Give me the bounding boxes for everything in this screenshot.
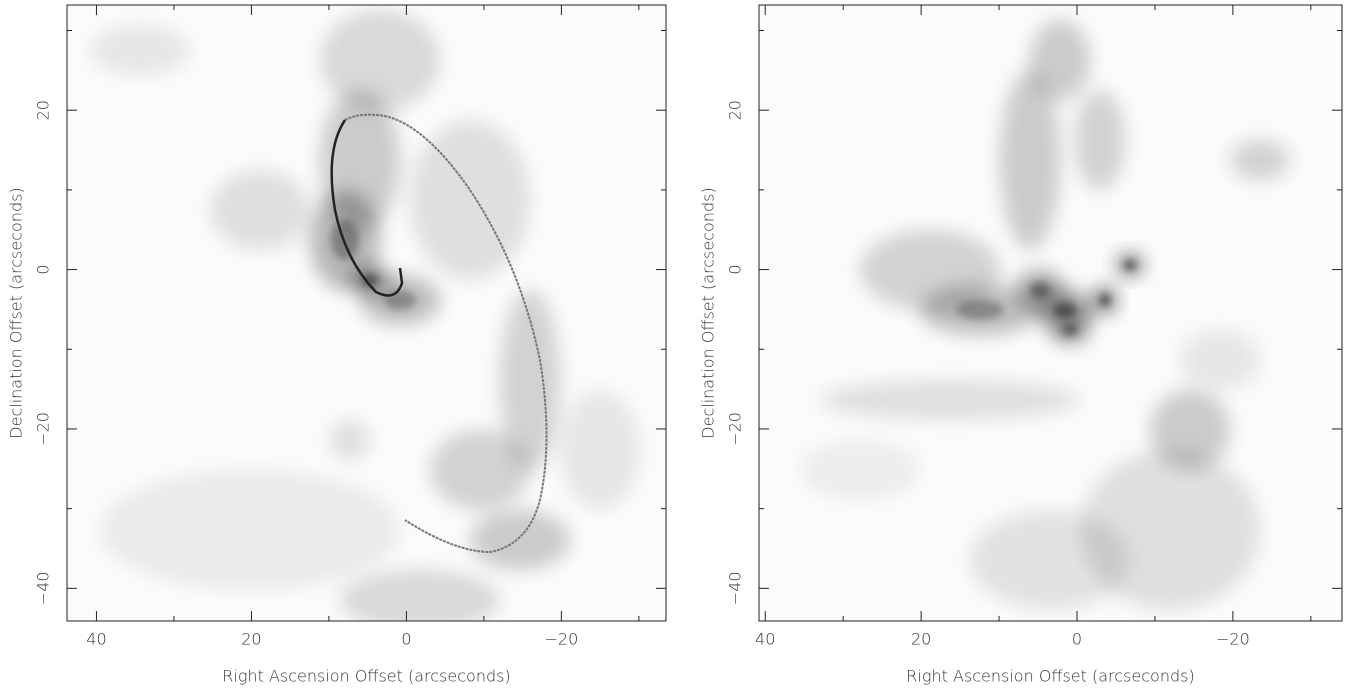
emission (100, 470, 400, 590)
x-axis-label: Right Ascension Offset (arcseconds) (906, 667, 1194, 686)
y-tick-label: 20 (726, 100, 745, 120)
emission (320, 10, 440, 110)
x-axis-label: Right Ascension Offset (arcseconds) (222, 667, 510, 686)
emission-core (956, 300, 1004, 320)
emission-core (1124, 260, 1136, 270)
y-tick-label: 20 (34, 100, 53, 120)
y-axis-label: Declination Offset (arcseconds) (699, 187, 718, 438)
emission-core (1053, 302, 1077, 318)
y-tick-label: −40 (726, 571, 745, 605)
x-tick-label: 20 (241, 630, 261, 649)
image-map (759, 5, 1342, 621)
emission (1230, 140, 1290, 180)
emission-core (1062, 324, 1078, 336)
x-tick-label: 20 (911, 630, 931, 649)
emission (410, 120, 530, 280)
emission (970, 510, 1130, 610)
emission-core (1030, 282, 1050, 298)
emission-core (1100, 294, 1110, 306)
emission-core (362, 274, 378, 286)
y-tick-label: −20 (34, 412, 53, 446)
emission (330, 420, 370, 460)
emission (1075, 90, 1125, 190)
emission (560, 390, 640, 510)
y-tick-label: −20 (726, 412, 745, 446)
x-tick-label: 0 (1072, 630, 1082, 649)
emission (470, 510, 570, 570)
emission (340, 570, 500, 621)
y-tick-label: 0 (726, 264, 745, 274)
emission (210, 170, 310, 250)
y-tick-label: −40 (34, 571, 53, 605)
emission (800, 440, 920, 500)
y-axis-label: Declination Offset (arcseconds) (7, 187, 26, 438)
x-tick-label: 0 (401, 630, 411, 649)
x-tick-label: 40 (755, 630, 775, 649)
emission (1030, 20, 1090, 100)
y-tick-label: 0 (34, 264, 53, 274)
emission (430, 430, 530, 510)
image-map (67, 5, 666, 621)
emission (90, 25, 190, 75)
model-curve-inner (330, 119, 404, 297)
emission (1180, 330, 1260, 390)
emission-core (384, 290, 416, 310)
emission (1000, 70, 1060, 250)
model-curve-outer (344, 113, 548, 554)
x-tick-label: −20 (1216, 630, 1250, 649)
plot-frame (758, 4, 1343, 622)
plot-frame (66, 4, 667, 622)
x-tick-label: 40 (86, 630, 106, 649)
emission (820, 380, 1080, 420)
emission-core (331, 220, 359, 260)
emission (500, 290, 560, 470)
x-tick-label: −20 (545, 630, 579, 649)
